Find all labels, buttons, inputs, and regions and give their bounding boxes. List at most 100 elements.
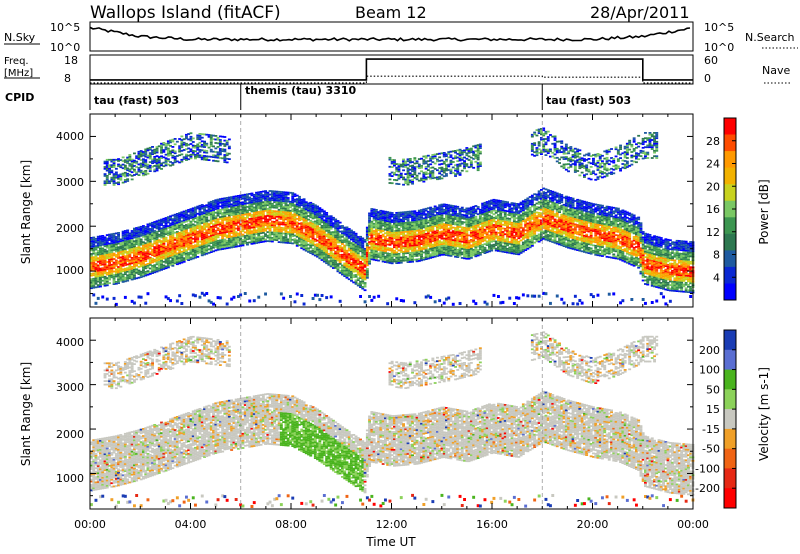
power-cell — [232, 238, 236, 241]
power-cell — [390, 212, 394, 214]
power-cell — [130, 171, 134, 174]
power-cell — [298, 244, 301, 247]
power-cell — [203, 142, 206, 145]
power-cell — [103, 184, 107, 186]
power-cell — [196, 220, 200, 222]
power-cell — [191, 141, 195, 143]
power-cell — [137, 273, 141, 275]
power-cell — [99, 258, 102, 261]
power-cell — [126, 178, 130, 181]
power-cell — [185, 243, 188, 246]
power-cell — [133, 269, 136, 271]
power-cell — [137, 258, 141, 261]
power-cell — [295, 200, 299, 202]
power-cell — [221, 219, 225, 222]
power-cell — [284, 236, 288, 239]
power-cell — [114, 182, 118, 184]
power-cell — [175, 227, 179, 230]
power-cell — [191, 246, 195, 249]
power-cell — [200, 220, 204, 223]
power-cell — [212, 236, 215, 238]
power-cell — [282, 241, 286, 244]
power-cell — [164, 253, 168, 255]
power-cell — [225, 241, 229, 244]
power-cell — [133, 231, 136, 234]
power-cell — [322, 258, 326, 261]
power-cell — [155, 261, 159, 264]
power-cell — [209, 217, 213, 219]
power-cell — [194, 150, 197, 153]
power-cell — [356, 243, 360, 246]
power-cell — [325, 244, 329, 247]
power-cell — [178, 237, 182, 240]
power-cell — [187, 133, 191, 135]
power-cell — [133, 233, 136, 235]
power-cell — [194, 294, 197, 298]
power-cell — [304, 217, 308, 220]
power-cell — [252, 228, 256, 230]
power-cell — [117, 266, 120, 268]
power-cell — [313, 254, 317, 257]
power-cell — [166, 234, 170, 236]
power-cell — [356, 241, 360, 244]
power-cell — [180, 250, 184, 253]
power-cell — [365, 275, 369, 277]
power-cell — [273, 222, 277, 225]
power-cell — [216, 214, 220, 217]
power-cell — [135, 263, 139, 265]
power-cell — [223, 148, 227, 151]
power-cell — [361, 248, 365, 251]
power-cell — [151, 232, 154, 235]
power-cell — [318, 298, 322, 302]
power-cell — [257, 203, 261, 206]
power-cell — [356, 252, 360, 255]
power-cell — [309, 243, 313, 245]
power-cell — [214, 226, 218, 228]
power-cell — [361, 239, 365, 242]
power-cell — [137, 167, 141, 169]
power-cell — [108, 275, 111, 277]
power-cell — [295, 218, 299, 220]
power-cell — [234, 236, 238, 239]
power-cell — [246, 220, 249, 223]
power-cell — [214, 202, 218, 205]
power-cell — [148, 231, 152, 234]
power-cell — [114, 167, 118, 170]
power-cell — [157, 244, 161, 247]
power-cell — [252, 213, 256, 216]
power-cell — [144, 171, 148, 174]
power-cell — [191, 144, 195, 147]
power-cell — [162, 161, 166, 164]
power-cell — [191, 254, 195, 256]
power-cell — [173, 246, 177, 248]
power-cell — [329, 256, 333, 259]
power-cell — [313, 247, 317, 250]
power-cell — [126, 247, 130, 250]
power-cell — [239, 194, 243, 197]
power-cell — [336, 250, 340, 253]
power-cell — [123, 168, 127, 171]
power-cell — [185, 231, 188, 234]
power-cell — [307, 249, 310, 251]
power-cell — [205, 234, 209, 237]
power-cell — [309, 201, 313, 204]
power-cell — [390, 262, 394, 265]
power-cell — [343, 251, 347, 254]
power-cell — [103, 265, 107, 267]
power-cell — [284, 191, 288, 194]
power-cell — [110, 247, 114, 250]
power-cell — [313, 252, 317, 255]
power-cell — [266, 227, 270, 230]
power-cell — [230, 212, 234, 215]
power-cell — [166, 160, 170, 162]
power-cell — [255, 238, 258, 241]
power-cell — [316, 239, 319, 242]
power-cell — [209, 222, 213, 225]
power-cell — [105, 234, 109, 236]
power-cell — [225, 213, 229, 215]
power-cell — [352, 238, 356, 241]
power-cell — [126, 256, 130, 259]
power-cell — [261, 194, 265, 196]
power-cell — [289, 231, 292, 234]
power-cell — [169, 237, 172, 239]
